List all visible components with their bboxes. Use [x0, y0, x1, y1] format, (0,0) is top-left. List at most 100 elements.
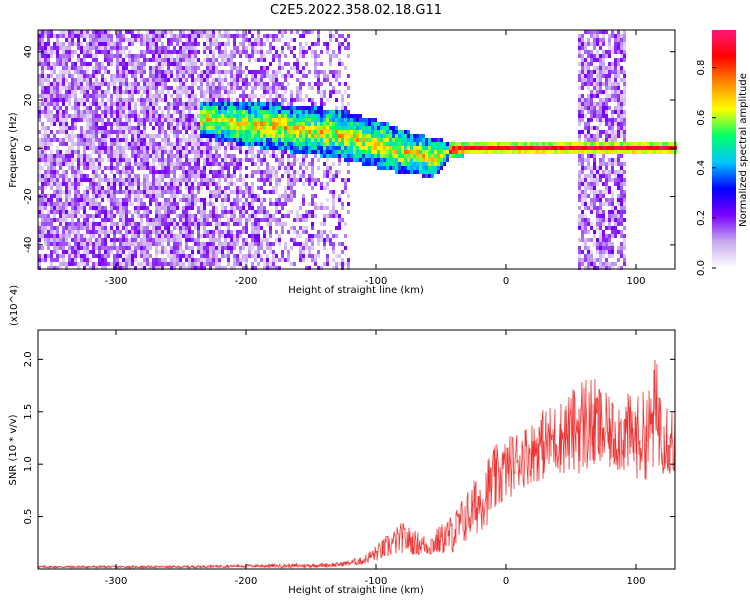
spectrogram-cell	[116, 102, 119, 106]
spectrogram-cell	[239, 150, 242, 154]
spectrogram-cell	[95, 202, 98, 206]
spectrogram-cell	[251, 234, 254, 238]
spectrogram-cell	[254, 154, 257, 158]
spectrogram-cell	[38, 226, 41, 230]
spectrogram-cell	[38, 30, 41, 34]
spectrogram-cell	[254, 110, 257, 114]
spectrogram-cell	[179, 82, 182, 86]
spectrogram-cell	[149, 42, 152, 46]
spectrogram-cell	[275, 146, 278, 150]
spectrogram-cell	[200, 218, 203, 222]
spectrogram-cell	[110, 206, 113, 210]
spectrogram-cell	[257, 118, 260, 122]
spectrogram-cell	[251, 106, 254, 110]
spectrogram-cell	[119, 50, 122, 54]
spectrogram-cell	[140, 66, 143, 70]
spectrogram-cell	[80, 162, 83, 166]
spectrogram-cell	[242, 214, 245, 218]
spectrogram-cell	[83, 214, 86, 218]
spectrogram-cell	[203, 30, 206, 34]
spectrogram-cell	[365, 134, 368, 138]
spectrogram-cell	[122, 226, 125, 230]
spectrogram-cell	[137, 242, 140, 246]
spectrogram-cell	[80, 138, 83, 142]
spectrogram-cell	[44, 234, 47, 238]
spectrogram-cell	[41, 102, 44, 106]
spectrogram-cell	[155, 182, 158, 186]
spectrogram-cell	[305, 94, 308, 98]
spectrogram-cell	[110, 210, 113, 214]
spectrogram-cell	[38, 38, 41, 42]
spectrogram-cell	[290, 134, 293, 138]
spectrogram-cell	[44, 222, 47, 226]
spectrogram-cell	[233, 198, 236, 202]
spectrogram-cell	[53, 78, 56, 82]
spectrogram-cell	[203, 102, 206, 106]
spectrogram-cell	[401, 154, 404, 158]
spectrogram-cell	[299, 166, 302, 170]
spectrogram-cell	[131, 66, 134, 70]
spectrogram-cell	[242, 190, 245, 194]
spectrogram-cell	[251, 194, 254, 198]
spectrogram-cell	[152, 114, 155, 118]
spectrogram-cell	[110, 230, 113, 234]
spectrogram-cell	[50, 218, 53, 222]
spectrogram-cell	[209, 38, 212, 42]
spectrogram-cell	[332, 210, 335, 214]
spectrogram-cell	[344, 158, 347, 162]
spectrogram-cell	[446, 154, 449, 158]
spectrogram-cell	[92, 46, 95, 50]
spectrogram-cell	[167, 106, 170, 110]
spectrogram-cell	[380, 134, 383, 138]
spectrogram-cell	[65, 250, 68, 254]
spectrogram-cell	[356, 130, 359, 134]
spectrogram-cell	[401, 162, 404, 166]
spectrogram-cell	[176, 186, 179, 190]
spectrogram-cell	[287, 62, 290, 66]
spectrogram-cell	[203, 90, 206, 94]
spectrogram-cell	[260, 202, 263, 206]
spectrogram-cell	[209, 194, 212, 198]
spectrogram-cell	[95, 254, 98, 258]
spectrogram-cell	[515, 150, 518, 154]
spectrogram-cell	[65, 34, 68, 38]
spectrogram-cell	[248, 158, 251, 162]
spectrogram-cell	[173, 266, 176, 270]
spectrogram-cell	[50, 254, 53, 258]
spectrogram-cell	[248, 114, 251, 118]
spectrogram-cell	[152, 242, 155, 246]
spectrogram-cell	[248, 130, 251, 134]
spectrogram-cell	[86, 54, 89, 58]
spectrogram-cell	[392, 150, 395, 154]
spectrogram-cell	[206, 230, 209, 234]
spectrogram-cell	[179, 54, 182, 58]
spectrogram-cell	[452, 142, 455, 146]
spectrogram-cell	[101, 30, 104, 34]
spectrogram-cell	[263, 182, 266, 186]
spectrogram-cell	[149, 78, 152, 82]
spectrogram-cell	[92, 186, 95, 190]
spectrogram-cell	[107, 46, 110, 50]
spectrogram-cell	[185, 90, 188, 94]
spectrogram-cell	[395, 130, 398, 134]
spectrogram-cell	[68, 210, 71, 214]
spectrogram-cell	[119, 242, 122, 246]
spectrogram-cell	[44, 150, 47, 154]
spectrogram-cell	[224, 198, 227, 202]
spectrogram-cell	[152, 258, 155, 262]
spectrogram-cell	[275, 206, 278, 210]
spectrogram-cell	[77, 138, 80, 142]
spectrogram-cell	[155, 230, 158, 234]
spectrogram-cell	[290, 190, 293, 194]
spectrogram-cell	[164, 234, 167, 238]
spectrogram-cell	[329, 178, 332, 182]
spectrogram-cell	[101, 146, 104, 150]
spectrogram-cell	[170, 158, 173, 162]
spectrogram-cell	[215, 218, 218, 222]
spectrogram-cell	[215, 130, 218, 134]
spectrogram-cell	[164, 142, 167, 146]
spectrogram-cell	[86, 78, 89, 82]
spectrogram-cell	[110, 242, 113, 246]
spectrogram-cell	[209, 214, 212, 218]
spectrogram-cell	[194, 134, 197, 138]
